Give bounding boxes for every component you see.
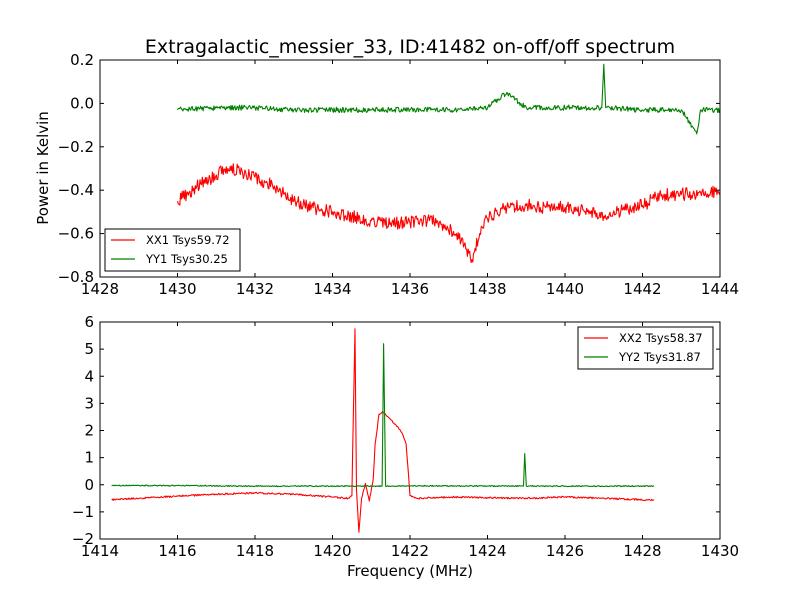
bottom-y-tick-label: 0	[84, 476, 94, 494]
top-x-tick-label: 1440	[546, 280, 584, 298]
top-x-tick-label: 1438	[468, 280, 506, 298]
top-axis-ticks: 1428 1430 1432 1434 1436 1438 1440 1442 1444 −0.8…	[58, 51, 740, 298]
bottom-x-tick-label: 1416	[158, 542, 196, 560]
top-x-tick-label: 1442	[623, 280, 661, 298]
top-legend: XX1 Tsys59.72 YY1 Tsys30.25	[104, 228, 241, 272]
top-x-tick-label: 1428	[81, 280, 119, 298]
top-x-tick-label: 1432	[236, 280, 274, 298]
bottom-y-tick-label: 2	[84, 422, 94, 440]
bottom-series-line-yy2	[111, 343, 655, 488]
bottom-y-tick-label: 3	[84, 394, 94, 412]
top-spectrum-panel: Extragalactic_messier_33, ID:41482 on-of…	[34, 36, 739, 298]
y-axis-label: Power in Kelvin	[34, 111, 52, 225]
top-series-group	[176, 63, 721, 264]
bottom-y-tick-label: −1	[72, 503, 94, 521]
bottom-x-tick-label: 1428	[623, 542, 661, 560]
bottom-y-tick-label: 1	[84, 449, 94, 467]
bottom-x-tick-label: 1420	[313, 542, 351, 560]
top-x-tick-label: 1436	[391, 280, 429, 298]
bottom-x-tick-label: 1422	[391, 542, 429, 560]
bottom-x-tick-label: 1414	[81, 542, 119, 560]
bottom-y-tick-label: −2	[72, 530, 94, 548]
top-x-tick-label: 1430	[158, 280, 196, 298]
bottom-y-tick-label: 4	[84, 367, 94, 385]
top-series-line-yy1	[177, 63, 721, 135]
top-legend-box	[104, 228, 241, 272]
chart-title: Extragalactic_messier_33, ID:41482 on-of…	[145, 36, 675, 58]
top-y-tick-label: 0.0	[70, 94, 94, 112]
bottom-legend-box	[577, 326, 714, 370]
bottom-x-tick-label: 1430	[701, 542, 739, 560]
bottom-y-tick-label: 6	[84, 313, 94, 331]
top-x-tick-label: 1434	[313, 280, 351, 298]
legend-label-yy2: YY2 Tsys31.87	[618, 350, 701, 364]
legend-label-xx2: XX2 Tsys58.37	[619, 331, 703, 345]
bottom-series-group	[111, 328, 655, 533]
bottom-legend: XX2 Tsys58.37 YY2 Tsys31.87	[577, 326, 714, 370]
bottom-axis-ticks: 1414 1416 1418 1420 1422 1424 1426 1428 1430−2−1…	[72, 313, 739, 560]
bottom-x-tick-label: 1426	[546, 542, 584, 560]
top-y-tick-label: −0.2	[58, 138, 94, 156]
top-y-tick-label: −0.6	[58, 225, 94, 243]
legend-label-xx1: XX1 Tsys59.72	[146, 233, 230, 247]
bottom-x-tick-label: 1418	[236, 542, 274, 560]
legend-label-yy1: YY1 Tsys30.25	[145, 252, 228, 266]
bottom-x-tick-label: 1424	[468, 542, 506, 560]
bottom-y-tick-label: 5	[84, 340, 94, 358]
top-y-tick-label: 0.2	[70, 51, 94, 69]
top-x-tick-label: 1444	[701, 280, 739, 298]
top-y-tick-label: −0.8	[58, 268, 94, 286]
top-series-line-xx1	[176, 163, 721, 264]
x-axis-label: Frequency (MHz)	[347, 562, 473, 580]
bottom-spectrum-panel: 1414 1416 1418 1420 1422 1424 1426 1428 1430−2−1…	[72, 313, 739, 580]
top-y-tick-label: −0.4	[58, 181, 94, 199]
